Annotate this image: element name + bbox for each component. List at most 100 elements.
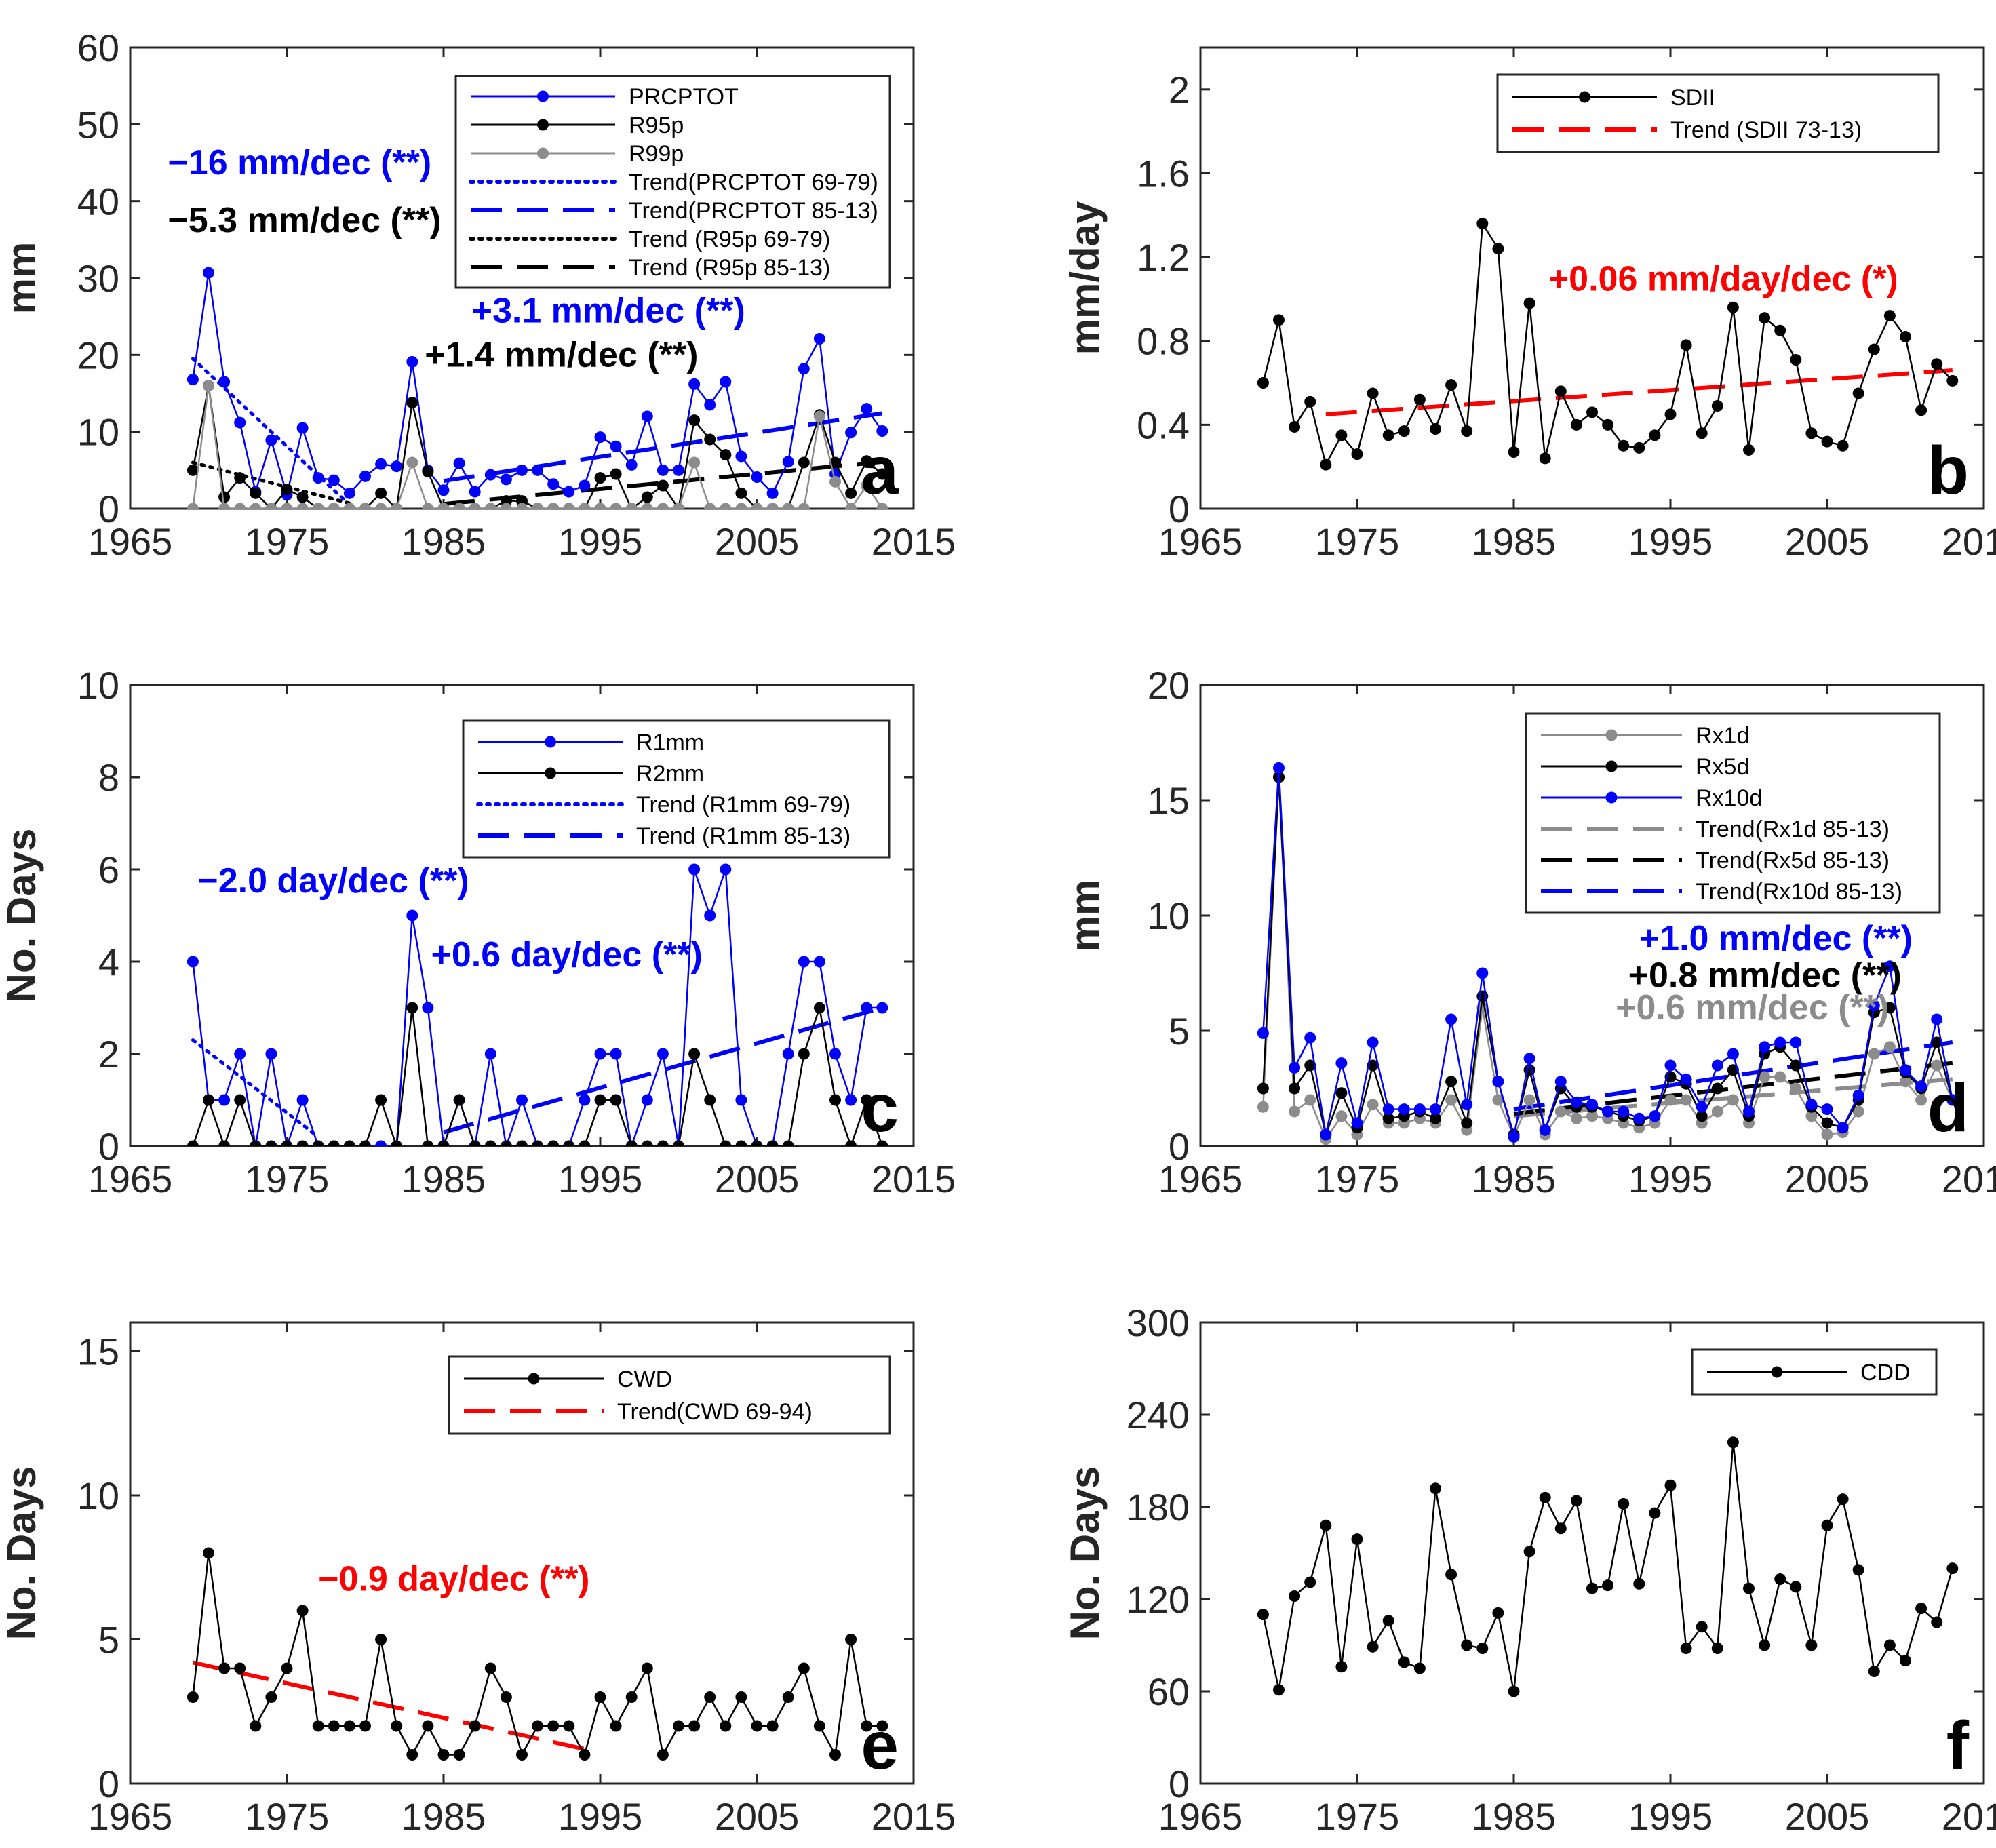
x-tick-label: 1965 [1158,1158,1243,1200]
data-point [594,1048,606,1060]
x-tick-label: 2015 [1942,1158,1996,1200]
data-point [1367,1059,1379,1072]
data-point [579,1140,591,1146]
data-point [1821,1519,1833,1531]
legend-label: Trend(PRCPTOT 85-13) [629,198,878,224]
legend-marker [537,90,549,102]
x-tick-label: 1985 [402,1158,486,1200]
data-point [813,956,825,968]
data-point [1445,1013,1457,1025]
data-point [1931,1059,1943,1072]
data-point [265,503,277,509]
legend-label: Rx1d [1696,723,1749,749]
data-point [1915,1094,1927,1106]
data-point [1413,393,1426,406]
data-point [1289,1061,1301,1074]
data-point [1523,1546,1535,1558]
legend-label: CWD [617,1367,672,1392]
data-point [720,1140,732,1146]
x-tick-label: 2005 [1785,1795,1870,1838]
panel-b: 1965 1975 1985 1995 2005 2015 0 0.4 0.8 1.2 1.6 2 mm… [1062,46,1996,563]
legend-marker [1579,91,1590,103]
data-point [516,1140,528,1146]
data-point [1539,1124,1551,1136]
plot-frame [1199,46,1985,510]
data-point [1320,1519,1332,1531]
data-point [1633,1577,1645,1590]
data-point [735,1094,747,1106]
data-point [1273,314,1285,326]
data-point [688,414,701,427]
data-point [532,1720,544,1732]
legend-label: Trend(Rx1d 85-13) [1696,817,1890,842]
data-point [610,1720,622,1732]
data-point [563,1720,575,1732]
legend: Rx1d Rx5d Rx10d Trend(Rx1d 85-13) Trend(Rx5d… [1525,712,1941,914]
data-point [203,380,214,392]
data-point [1946,1562,1959,1575]
data-point [876,425,888,437]
data-point [1570,1495,1582,1507]
data-point [422,1140,434,1146]
data-point [829,1749,841,1761]
data-point [500,473,512,486]
data-point [250,487,262,499]
data-point [720,863,732,876]
data-point [1382,1112,1394,1124]
data-point [861,1720,873,1732]
data-point [798,503,810,509]
data-point [187,1140,199,1146]
data-point [1492,243,1504,255]
trend-annotation: +0.8 mm/dec (**) [1628,956,1902,995]
legend-label: Trend (SDII 73-13) [1670,117,1862,143]
x-tick-label: 1995 [1628,1795,1713,1838]
data-point [1413,1103,1426,1116]
data-point [1586,1099,1598,1111]
data-point [406,356,418,368]
data-point [813,333,825,345]
y-axis-label: No. Days [0,829,44,1003]
data-point [563,503,575,509]
data-point [234,1048,246,1060]
data-point [1743,1582,1755,1594]
data-point [343,1720,355,1732]
data-point [532,503,544,509]
data-point [1883,1041,1896,1053]
legend: PRCPTOT R95p R99p Trend(PRCPTOT 69-79) Trend… [454,75,891,289]
data-point [1335,1110,1348,1122]
data-point [343,487,355,499]
data-point [187,374,199,386]
data-point [766,1720,779,1732]
y-tick-label: 60 [1148,1670,1190,1713]
plot-area [1257,762,1959,1145]
x-tick-label: 2005 [715,1158,800,1200]
data-point [1743,1105,1755,1118]
panel-e: 1965 1975 1985 1995 2005 2015 0 5 10 15 No. Days −0… [0,1321,956,1838]
legend-label: Trend(CWD 69-94) [617,1399,813,1425]
data-point [1711,1082,1723,1095]
panel-label: f [1946,1708,1970,1784]
data-point [1320,458,1332,471]
panel-c: 1965 1975 1985 1995 2005 2015 0 2 4 6 8 10 No. Days −… [0,664,956,1200]
trend-line [1513,1077,1953,1118]
data-point [1727,301,1739,313]
data-point [1273,762,1285,774]
data-point [1696,1101,1708,1113]
data-point [782,1048,794,1060]
data-point [1790,1581,1802,1593]
y-tick-label: 50 [77,103,119,146]
legend-label: R2mm [636,761,704,787]
data-point [798,363,810,375]
data-point [453,1094,465,1106]
data-point [1430,1482,1441,1495]
data-point [187,503,199,509]
plot-area [1257,218,1959,471]
data-point [1900,1655,1911,1667]
data-point [1602,1579,1614,1592]
data-point [861,1094,873,1106]
data-point [1633,441,1645,454]
data-point [218,1662,231,1674]
y-tick-label: 180 [1127,1486,1190,1529]
y-tick-label: 1.6 [1137,152,1190,195]
data-point [1351,1533,1363,1546]
